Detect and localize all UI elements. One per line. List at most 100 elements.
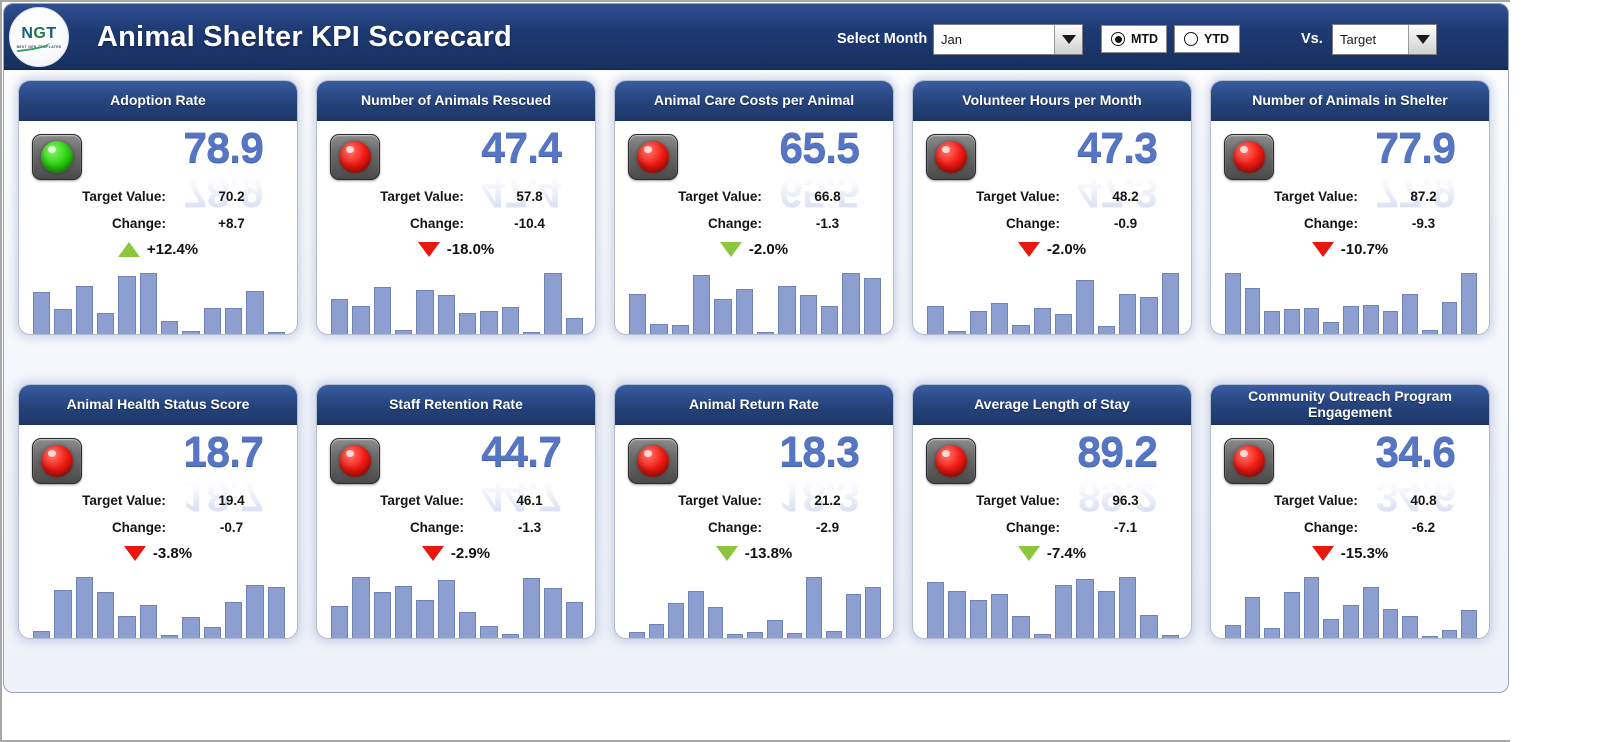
sparkline-bar: [714, 299, 732, 334]
kpi-card-body: 18.7 18.7 Target Value: 19.4 Change: -0.7 -3.8…: [19, 425, 297, 638]
change-label: Change:: [1303, 216, 1358, 231]
kpi-card[interactable]: Community Outreach Program Engagement 34.…: [1210, 384, 1490, 639]
status-light-red-icon: [628, 134, 678, 180]
target-value-label-row: Target Value: 40.8: [1211, 493, 1489, 508]
sparkline-bar: [786, 633, 803, 638]
target-value-label-row: Target Value: 66.8: [615, 189, 893, 204]
chevron-down-icon[interactable]: [1054, 25, 1082, 54]
kpi-card-body: 18.3 18.3 Target Value: 21.2 Change: -2.9 -13.…: [615, 425, 893, 638]
sparkline-bar: [458, 612, 477, 638]
target-value-label-row: Target Value: 96.3: [913, 493, 1191, 508]
kpi-card[interactable]: Animal Care Costs per Animal 65.5 65.5 Targ…: [614, 80, 894, 335]
sparkline-bar: [458, 313, 477, 334]
trend-down-red-icon: [1311, 242, 1334, 257]
sparkline-bar: [650, 324, 668, 334]
kpi-card-title: Number of Animals Rescued: [360, 91, 552, 108]
target-value: 46.1: [516, 493, 543, 508]
status-light-red-icon: [32, 438, 82, 484]
sparkline-bar: [522, 578, 541, 638]
target-value: 21.2: [814, 493, 841, 508]
percent-change-value: -13.8%: [744, 545, 793, 562]
kpi-card[interactable]: Adoption Rate 78.9 78.9 Target Value: 70.2 Ch…: [18, 80, 298, 335]
change-label: Change:: [409, 216, 464, 231]
sheet-top-border: [0, 0, 1600, 2]
sparkline-bar: [373, 592, 391, 638]
sparkline-bar: [629, 294, 647, 334]
target-value: 66.8: [814, 189, 841, 204]
sparkline-bar: [1076, 579, 1094, 638]
kpi-card[interactable]: Number of Animals Rescued 47.4 47.4 Target …: [316, 80, 596, 335]
sparkline-bar: [1118, 577, 1137, 638]
sparkline-chart: [629, 259, 881, 334]
sparkline-bar: [1264, 311, 1281, 334]
sparkline-bar: [1140, 297, 1158, 334]
percent-change-row: -2.0%: [615, 241, 893, 258]
status-light-red-icon: [926, 438, 976, 484]
kpi-card-body: 47.4 47.4 Target Value: 57.8 Change: -10.4 -18…: [317, 121, 595, 334]
percent-change-row: -2.9%: [317, 545, 595, 562]
kpi-card-title: Animal Return Rate: [689, 395, 819, 412]
sparkline-bar: [1421, 330, 1438, 334]
chevron-down-icon[interactable]: [1408, 25, 1436, 54]
sparkline-bar: [1441, 302, 1458, 334]
sparkline-bar: [1054, 314, 1073, 334]
sparkline-bar: [990, 594, 1009, 638]
radio-ytd-label: YTD: [1204, 32, 1229, 46]
sparkline-bar: [501, 634, 519, 638]
target-value: 57.8: [516, 189, 543, 204]
percent-change-row: -2.0%: [913, 241, 1191, 258]
kpi-card[interactable]: Average Length of Stay 89.2 89.2 Target Val…: [912, 384, 1192, 639]
trend-down-red-icon: [1017, 242, 1040, 257]
change-label-row: Change: -7.1: [913, 520, 1191, 535]
sparkline-bar: [747, 632, 763, 638]
month-select-dropdown[interactable]: Jan: [933, 24, 1083, 55]
change-label-row: Change: -2.9: [615, 520, 893, 535]
kpi-card-header: Animal Health Status Score: [19, 385, 297, 425]
sparkline-bar: [118, 616, 136, 638]
vs-select-dropdown[interactable]: Target: [1332, 24, 1437, 55]
percent-change-value: -15.3%: [1340, 545, 1389, 562]
sparkline-bar: [1225, 273, 1241, 334]
kpi-card[interactable]: Animal Health Status Score 18.7 18.7 Target…: [18, 384, 298, 639]
kpi-card-title: Animal Care Costs per Animal: [653, 91, 855, 108]
sparkline-bar: [246, 291, 264, 334]
kpi-card[interactable]: Staff Retention Rate 44.7 44.7 Target Value…: [316, 384, 596, 639]
sparkline-bar: [629, 632, 645, 638]
status-bulb: [637, 141, 669, 173]
sparkline-bar: [1382, 609, 1399, 638]
status-bulb: [41, 141, 73, 173]
sparkline-bar: [1323, 619, 1340, 638]
change-label-row: Change: -0.9: [913, 216, 1191, 231]
sparkline-bar: [331, 299, 349, 334]
empty-right-gutter: [1510, 0, 1600, 742]
target-value-label: Target Value:: [1274, 493, 1358, 508]
sparkline-bar: [1097, 591, 1115, 638]
kpi-card[interactable]: Number of Animals in Shelter 77.9 77.9 Targ…: [1210, 80, 1490, 335]
kpi-actual-value: 65.5: [779, 124, 860, 172]
radio-mtd[interactable]: MTD: [1101, 25, 1167, 53]
radio-ytd[interactable]: YTD: [1174, 25, 1240, 53]
kpi-card-header: Number of Animals Rescued: [317, 81, 595, 121]
kpi-card[interactable]: Animal Return Rate 18.3 18.3 Target Value: 2…: [614, 384, 894, 639]
percent-change-row: -13.8%: [615, 545, 893, 562]
sparkline-bar: [1461, 610, 1477, 638]
kpi-card-body: 34.6 34.6 Target Value: 40.8 Change: -6.2 -15.…: [1211, 425, 1489, 638]
dashboard-panel: NGT NEXT GEN TEMPLATES Animal Shelter KP…: [3, 3, 1509, 693]
sparkline-chart: [33, 259, 285, 334]
percent-change-row: -10.7%: [1211, 241, 1489, 258]
kpi-card-title: Animal Health Status Score: [66, 395, 250, 412]
kpi-card-header: Staff Retention Rate: [317, 385, 595, 425]
kpi-card-header: Adoption Rate: [19, 81, 297, 121]
radio-selected-icon: [1111, 32, 1125, 46]
change-value: -2.9: [815, 520, 840, 535]
kpi-card[interactable]: Volunteer Hours per Month 47.3 47.3 Target …: [912, 80, 1192, 335]
change-value: -1.3: [517, 520, 542, 535]
sparkline-bar: [1033, 308, 1051, 334]
target-value-label: Target Value:: [380, 189, 464, 204]
target-value: 40.8: [1410, 493, 1437, 508]
sparkline-bar: [203, 627, 221, 638]
status-light-red-icon: [926, 134, 976, 180]
sparkline-bar: [825, 631, 842, 638]
sparkline-bar: [1343, 306, 1359, 334]
sparkline-bar: [437, 295, 455, 334]
